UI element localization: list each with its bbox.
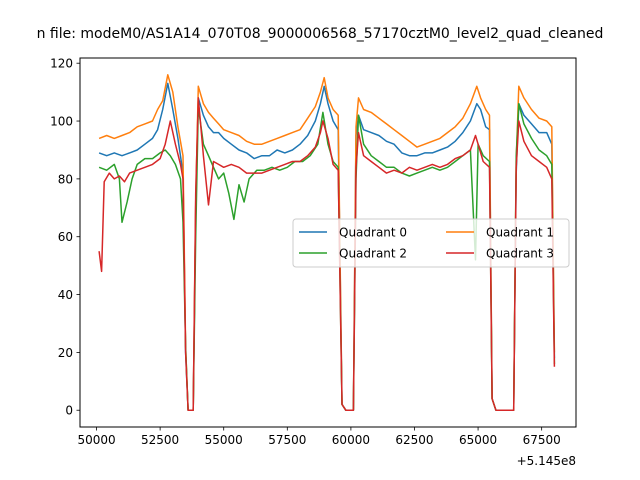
series-line-0 [98, 82, 556, 411]
x-tick-label: 65000 [459, 433, 497, 447]
x-axis: 50000 52500 55000 57500 60000 62500 65000 67500 [77, 427, 561, 447]
x-tick-label: 50000 [77, 433, 115, 447]
x-tick-label: 67500 [523, 433, 561, 447]
legend-label-2: Quadrant 2 [339, 247, 407, 261]
y-tick-label: 40 [58, 288, 73, 302]
legend-box [292, 218, 570, 268]
y-tick-label: 20 [58, 346, 73, 360]
x-tick-label: 55000 [205, 433, 243, 447]
y-tick-label: 120 [50, 57, 73, 71]
x-tick-label: 52500 [141, 433, 179, 447]
x-tick-label: 57500 [268, 433, 306, 447]
y-tick-label: 60 [58, 230, 73, 244]
legend-label-0: Quadrant 0 [339, 226, 407, 240]
series-layer [98, 74, 556, 411]
series-line-3 [98, 97, 556, 411]
legend-label-3: Quadrant 3 [486, 247, 554, 261]
legend: Quadrant 0 Quadrant 1 Quadrant 2 Quadrant 3 [292, 218, 570, 268]
series-line-1 [98, 74, 556, 411]
chart-title: n file: modeM0/AS1A14_070T08_9000006568_… [37, 26, 604, 42]
y-axis: 0 20 40 60 80 100 120 [50, 57, 80, 418]
plot-frame [79, 57, 577, 428]
x-tick-label: 60000 [332, 433, 370, 447]
y-tick-label: 80 [58, 172, 73, 186]
x-tick-label: 62500 [395, 433, 433, 447]
legend-label-1: Quadrant 1 [486, 226, 554, 240]
y-tick-label: 100 [50, 115, 73, 129]
y-tick-label: 0 [65, 404, 73, 418]
x-offset-label: +5.145e8 [517, 454, 576, 468]
